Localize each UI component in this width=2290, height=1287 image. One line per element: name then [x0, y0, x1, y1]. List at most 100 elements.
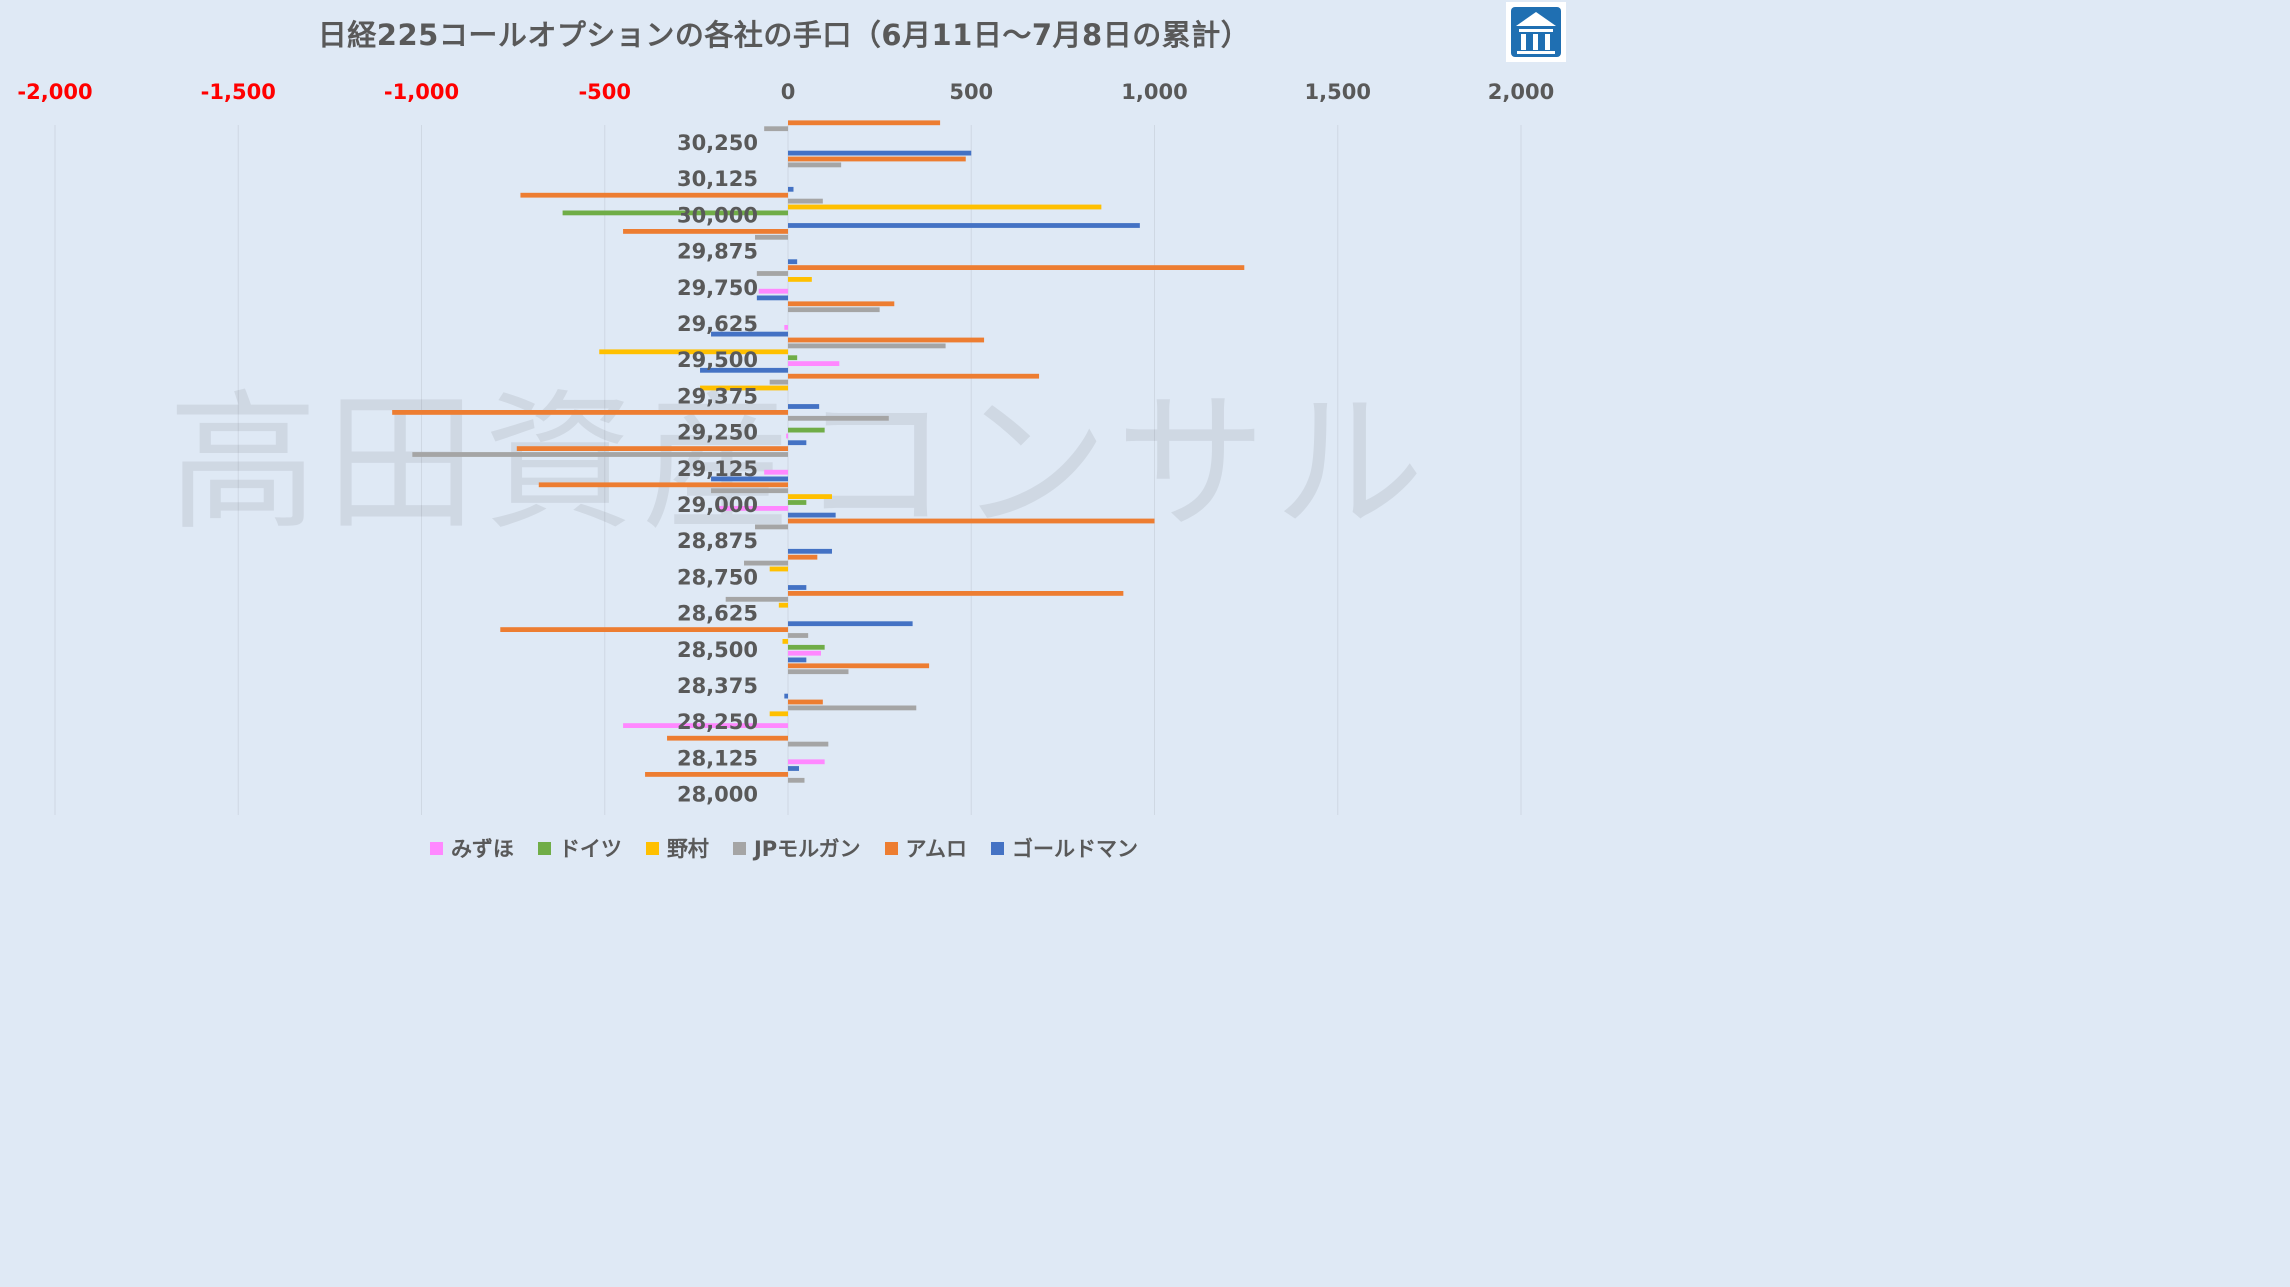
bar	[788, 650, 821, 656]
bar	[520, 192, 788, 198]
category-label: 28,250	[677, 710, 758, 734]
bar	[788, 307, 880, 313]
category-label: 29,250	[677, 421, 758, 445]
bar	[788, 373, 1040, 379]
bar	[755, 524, 788, 530]
legend-item: 野村	[645, 833, 709, 863]
bar	[788, 337, 985, 343]
bar	[788, 404, 820, 409]
bar	[562, 210, 788, 216]
x-tick-label: 1,500	[1305, 80, 1371, 104]
bar	[788, 554, 818, 560]
bar	[769, 711, 788, 717]
bar	[392, 410, 788, 415]
bar	[667, 735, 788, 741]
legend-swatch	[537, 841, 551, 855]
bar-chart: 高田資産コンサル 30,250 30,125 30,000 29,875 29,750 2…	[17, 80, 1554, 815]
legend-item: ドイツ	[537, 833, 622, 863]
bar	[700, 385, 788, 391]
bar	[786, 433, 788, 439]
bar	[788, 512, 836, 518]
bar	[756, 295, 788, 301]
bar	[623, 723, 788, 728]
category-label: 29,875	[677, 240, 758, 264]
bar	[788, 518, 1155, 524]
bar	[788, 415, 889, 421]
x-tick-label: 0	[781, 80, 796, 104]
bar	[744, 560, 788, 566]
bar	[764, 126, 788, 132]
x-tick-label: -1,500	[201, 80, 276, 104]
bar	[711, 488, 788, 494]
bar	[788, 150, 972, 156]
bar	[788, 591, 1124, 596]
bar	[788, 361, 840, 366]
legend-swatch	[732, 841, 746, 855]
bar	[788, 585, 807, 590]
bar	[788, 621, 913, 627]
bar	[516, 446, 788, 451]
bar	[755, 234, 788, 240]
legend-label: 野村	[666, 837, 709, 861]
legend-swatch	[429, 841, 443, 855]
bar	[778, 602, 788, 608]
bar	[788, 301, 895, 307]
bar	[623, 229, 788, 234]
x-tick-label: 2,000	[1488, 80, 1554, 104]
bar	[788, 494, 832, 499]
bar	[788, 265, 1245, 270]
bar	[538, 482, 788, 488]
bar	[788, 204, 1102, 210]
bar	[788, 427, 825, 433]
bar	[788, 343, 946, 349]
bar	[788, 162, 842, 168]
bar	[788, 699, 823, 705]
category-label: 28,875	[677, 529, 758, 553]
bar	[758, 288, 788, 294]
bar	[764, 469, 788, 475]
category-label: 29,125	[677, 457, 758, 481]
category-label: 29,625	[677, 312, 758, 336]
bar	[711, 331, 788, 337]
x-tick-label: 500	[949, 80, 993, 104]
x-tick-label: -2,000	[17, 80, 92, 104]
category-label: 29,000	[677, 493, 758, 517]
bar	[769, 566, 788, 572]
chart-title: 日経225コールオプションの各社の手口（6月11日〜7月8日の累計）	[317, 18, 1251, 52]
bar	[788, 669, 849, 675]
legend-swatch	[884, 841, 898, 855]
bar	[788, 355, 798, 361]
legend-swatch	[991, 841, 1005, 855]
bar	[788, 223, 1140, 228]
category-label: 28,625	[677, 602, 758, 626]
bar	[788, 777, 805, 783]
bar	[756, 271, 788, 276]
bar	[788, 548, 832, 554]
category-label: 30,250	[677, 131, 758, 155]
bar	[784, 325, 788, 330]
legend-item: ゴールドマン	[991, 833, 1138, 863]
bar	[788, 259, 798, 265]
legend-label: JPモルガン	[753, 837, 861, 861]
bar	[788, 186, 794, 192]
bar	[788, 156, 966, 162]
legend-label: アムロ	[905, 837, 968, 861]
chart-legend: みずほ ドイツ 野村 JPモルガン アムロ ゴールドマン	[0, 833, 1568, 863]
bar	[599, 349, 788, 355]
category-label: 28,125	[677, 746, 758, 770]
bar	[645, 772, 788, 777]
bar	[788, 120, 941, 126]
bar	[500, 627, 788, 632]
category-label: 29,375	[677, 384, 758, 408]
x-tick-label: -1,000	[384, 80, 459, 104]
category-label: 28,375	[677, 674, 758, 698]
bar	[788, 663, 930, 669]
bar	[788, 198, 823, 204]
bar	[769, 379, 788, 385]
bar	[788, 657, 807, 663]
category-label: 30,000	[677, 203, 758, 227]
legend-item: アムロ	[884, 833, 968, 863]
bar	[711, 476, 788, 482]
x-tick-label: -500	[578, 80, 631, 104]
bar	[788, 500, 807, 505]
